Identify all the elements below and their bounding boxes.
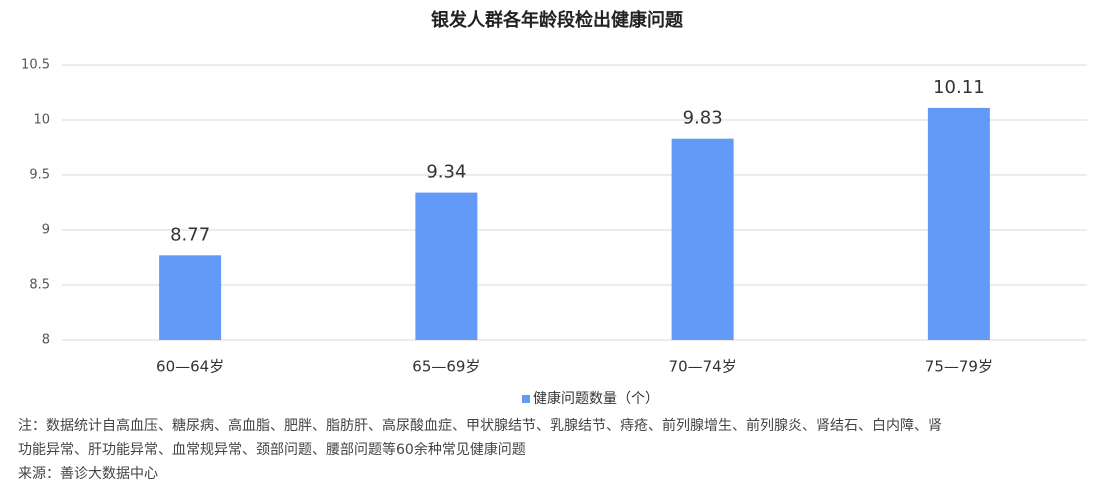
x-tick-label: 70—74岁 [669,358,737,376]
y-tick-label: 10.5 [21,58,50,73]
x-tick-label: 60—64岁 [156,358,224,376]
x-tick-label: 65—69岁 [412,358,480,376]
value-label: 8.77 [170,224,210,245]
value-label: 10.11 [933,77,985,98]
x-tick-label: 75—79岁 [925,358,993,376]
chart-title: 银发人群各年龄段检出健康问题 [431,9,684,31]
y-tick-label: 9 [42,223,50,238]
bar [415,192,478,340]
source: 来源：善诊大数据中心 [18,466,158,482]
note: 功能异常、肝功能异常、血常规异常、颈部问题、腰部问题等60余种常见健康问题 [18,441,526,458]
bar [927,107,990,341]
y-tick-label: 9.5 [29,168,50,183]
bar [671,138,734,340]
y-tick-label: 10 [33,113,50,128]
value-label: 9.34 [426,162,466,183]
bar [159,255,222,340]
legend-marker [522,395,530,403]
value-label: 9.83 [683,108,723,129]
y-tick-label: 8 [42,333,50,348]
legend-label: 健康问题数量（个） [533,390,659,407]
y-tick-label: 8.5 [29,278,50,293]
note: 注：数据统计自高血压、糖尿病、高血脂、肥胖、脂肪肝、高尿酸血症、甲状腺结节、乳腺… [18,417,942,434]
